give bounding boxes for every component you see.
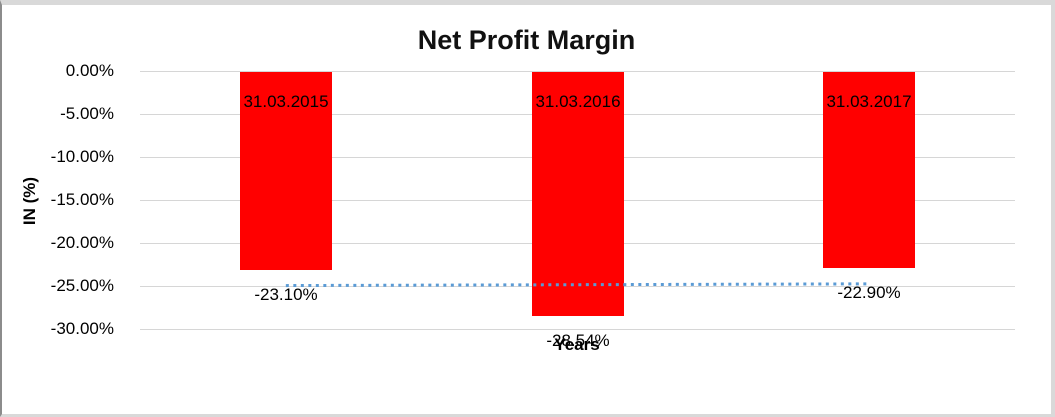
y-tick-label: -25.00%: [50, 276, 114, 295]
y-tick-label: 0.00%: [65, 61, 114, 80]
y-tick-label: -30.00%: [50, 319, 114, 338]
x-axis-title: Years: [554, 335, 600, 354]
chart-title: Net Profit Margin: [417, 25, 636, 55]
bar: [823, 72, 915, 268]
y-tick-label: -20.00%: [50, 233, 114, 252]
bar-value-label: -22.90%: [837, 283, 901, 302]
bar-category-label: 31.03.2015: [243, 92, 329, 111]
gridline: [140, 329, 1015, 330]
bar: [240, 72, 332, 270]
bar-value-label: -28.54%: [546, 331, 610, 350]
y-tick-label: -10.00%: [50, 147, 114, 166]
bar: [532, 72, 624, 316]
bar-category-label: 31.03.2017: [826, 92, 912, 111]
bar-value-label: -23.10%: [254, 285, 318, 304]
bar-category-label: 31.03.2016: [535, 92, 621, 111]
y-axis-tick-labels: 0.00% -5.00% -10.00% -15.00% -20.00% -25.00% -…: [27, 62, 127, 338]
plot-area: 31.03.2015 -23.10% 31.03.2016 -28.54% 31.03.…: [140, 71, 1015, 350]
y-tick-label: -5.00%: [60, 104, 114, 123]
gridline: [140, 71, 1015, 72]
y-tick-label: -15.00%: [50, 190, 114, 209]
